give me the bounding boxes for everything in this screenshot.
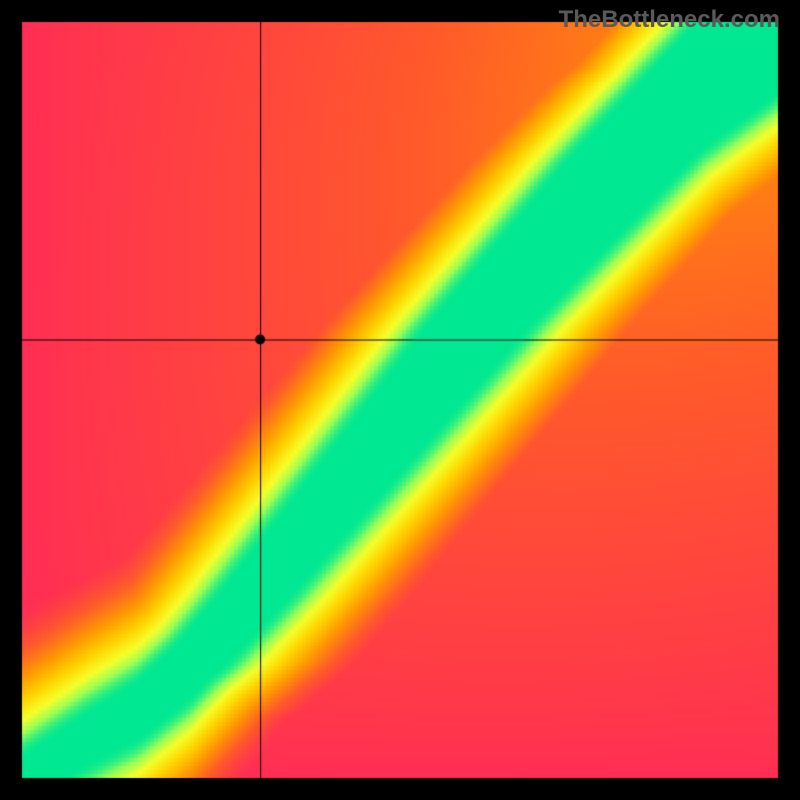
watermark-text: TheBottleneck.com <box>559 6 780 34</box>
bottleneck-heatmap <box>0 0 800 800</box>
